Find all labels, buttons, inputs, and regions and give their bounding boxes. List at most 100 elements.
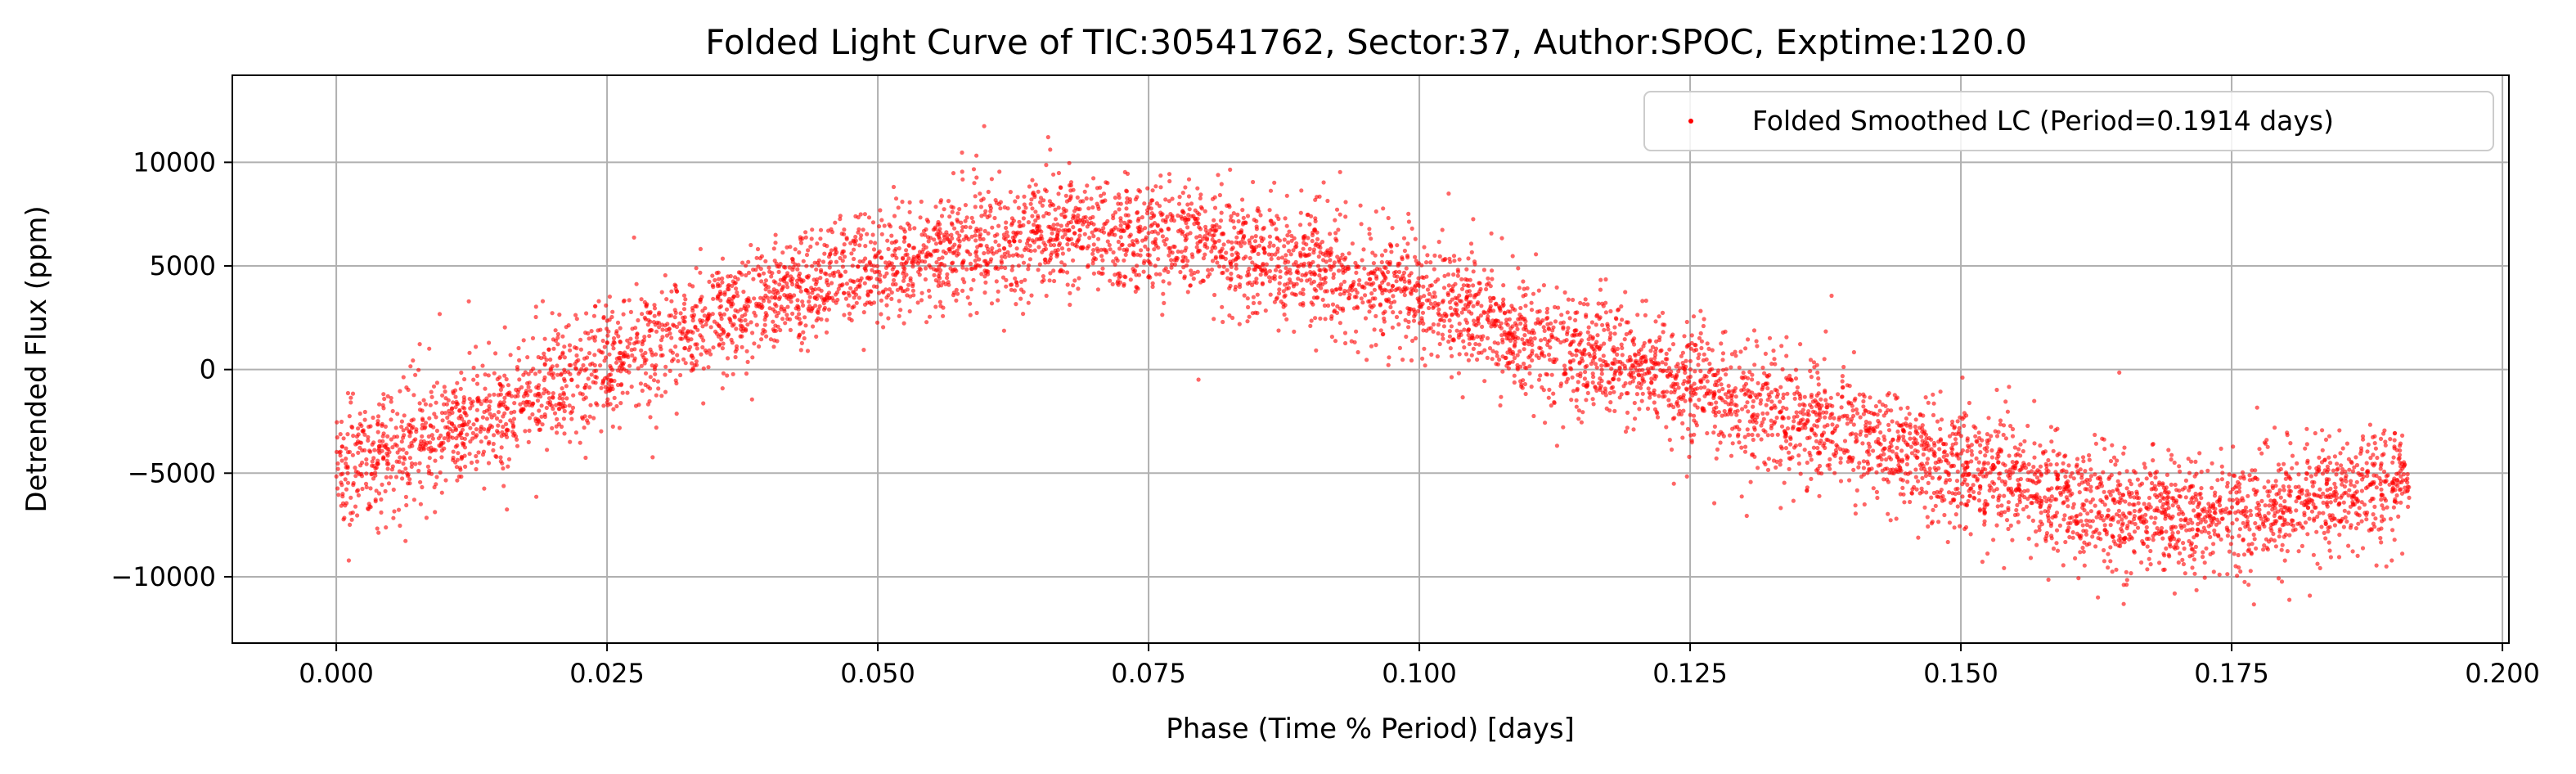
data-point — [2052, 449, 2056, 453]
data-point — [1760, 387, 1764, 391]
data-point — [2164, 529, 2168, 533]
data-point — [1357, 282, 1361, 286]
data-point — [654, 330, 659, 334]
data-point — [2398, 501, 2403, 505]
data-point — [2349, 479, 2353, 483]
data-point — [584, 383, 588, 387]
chart-title: Folded Light Curve of TIC:30541762, Sect… — [705, 22, 2027, 62]
data-point — [2335, 496, 2339, 500]
data-point — [2005, 518, 2009, 522]
data-point — [1938, 427, 1942, 431]
data-point — [1881, 403, 1885, 407]
data-point — [2129, 571, 2133, 575]
data-point — [1119, 235, 1123, 239]
data-point — [2002, 433, 2006, 437]
data-point — [2235, 517, 2239, 521]
data-point — [1368, 232, 1372, 236]
data-point — [1649, 380, 1653, 385]
data-point — [777, 270, 781, 274]
data-point — [1287, 230, 1291, 234]
data-point — [1150, 230, 1154, 234]
data-point — [842, 313, 846, 317]
data-point — [1721, 368, 1725, 372]
data-point — [434, 401, 438, 405]
data-point — [1298, 302, 1302, 306]
data-point — [955, 288, 959, 292]
data-point — [1459, 277, 1463, 281]
data-point — [778, 295, 782, 299]
data-point — [2381, 431, 2385, 435]
data-point — [663, 390, 668, 394]
data-point — [1745, 400, 1749, 404]
data-point — [819, 228, 823, 232]
data-point — [1943, 449, 1947, 453]
data-point — [1781, 367, 1785, 371]
data-point — [888, 263, 892, 267]
data-point — [1403, 249, 1407, 253]
data-point — [2318, 488, 2322, 492]
data-point — [492, 393, 496, 397]
data-point — [2280, 548, 2284, 552]
data-point — [799, 241, 803, 245]
data-point — [1234, 267, 1239, 271]
data-point — [1573, 318, 1577, 322]
data-point — [1498, 403, 1502, 407]
data-point — [1092, 272, 1096, 276]
data-point — [2313, 472, 2318, 476]
data-point — [871, 232, 875, 236]
data-point — [2073, 556, 2077, 560]
data-point — [542, 378, 546, 382]
data-point — [1567, 298, 1571, 302]
data-point — [584, 311, 588, 315]
data-point — [2372, 434, 2376, 439]
data-point — [1335, 208, 1339, 212]
data-point — [578, 391, 582, 395]
data-point — [2334, 485, 2338, 489]
data-point — [2210, 486, 2214, 490]
data-point — [2303, 447, 2307, 451]
data-point — [2149, 562, 2153, 566]
data-point — [783, 321, 787, 325]
data-point — [1230, 316, 1234, 320]
data-point — [1329, 314, 1333, 318]
data-point — [1392, 299, 1396, 304]
data-point — [517, 377, 521, 381]
data-point — [723, 290, 727, 295]
data-point — [1020, 254, 1024, 258]
data-point — [1277, 287, 1281, 291]
data-point — [1329, 265, 1333, 269]
data-point — [2228, 511, 2232, 515]
data-point — [522, 338, 526, 342]
data-point — [1063, 232, 1068, 236]
data-point — [1022, 195, 1026, 199]
data-point — [2052, 547, 2056, 551]
data-point — [902, 240, 906, 244]
data-point — [822, 252, 826, 256]
data-point — [1812, 423, 1816, 427]
data-point — [2109, 459, 2113, 463]
data-point — [1576, 380, 1580, 384]
data-point — [1661, 390, 1665, 394]
data-point — [1100, 267, 1104, 271]
data-point — [1458, 258, 1462, 262]
data-point — [1900, 486, 1904, 490]
data-point — [1698, 369, 1702, 373]
data-point — [1382, 319, 1387, 323]
data-point — [1522, 347, 1526, 351]
data-point — [2165, 473, 2169, 477]
data-point — [2070, 492, 2074, 496]
data-point — [1970, 452, 1974, 457]
data-point — [1830, 404, 1834, 408]
data-point — [569, 363, 573, 367]
data-point — [897, 246, 901, 250]
data-point — [1269, 218, 1273, 223]
data-point — [2016, 452, 2020, 456]
data-point — [978, 191, 982, 196]
data-point — [471, 378, 475, 382]
data-point — [2006, 410, 2010, 414]
data-point — [978, 227, 982, 232]
data-point — [626, 345, 630, 349]
data-point — [2011, 434, 2015, 439]
data-point — [1743, 450, 1747, 454]
data-point — [2371, 522, 2376, 526]
